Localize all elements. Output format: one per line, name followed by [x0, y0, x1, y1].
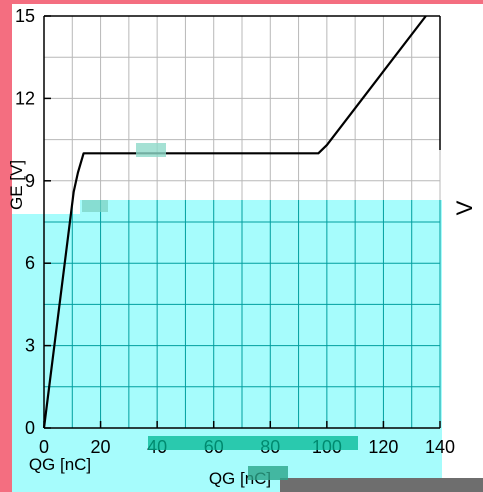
- glitch-block-knee: [82, 200, 108, 212]
- glitch-block-xlabel: [248, 466, 288, 480]
- x-tick-label: 120: [368, 437, 398, 457]
- gate-charge-curve: [42, 15, 427, 429]
- y-axis-label: GE [V]: [7, 160, 26, 210]
- left-color-stripe: [0, 0, 12, 492]
- top-color-stripe: [12, 0, 483, 4]
- x-axis-label-ghost: QG [nC]: [29, 455, 91, 474]
- glitch-band-xaxis: [148, 436, 358, 450]
- y-tick-label: 3: [25, 336, 35, 356]
- y-tick-label: 12: [15, 88, 35, 108]
- x-tick-label: 20: [91, 437, 111, 457]
- y-tick-label: 6: [25, 253, 35, 273]
- x-tick-label: 0: [39, 437, 49, 457]
- right-axis-label: V: [452, 200, 477, 215]
- bottom-gray-band: [280, 478, 483, 492]
- y-tick-label: 9: [25, 171, 35, 191]
- y-tick-label: 15: [15, 6, 35, 26]
- x-tick-label: 140: [425, 437, 455, 457]
- y-tick-label: 0: [25, 418, 35, 438]
- glitch-block-plateau: [136, 143, 166, 157]
